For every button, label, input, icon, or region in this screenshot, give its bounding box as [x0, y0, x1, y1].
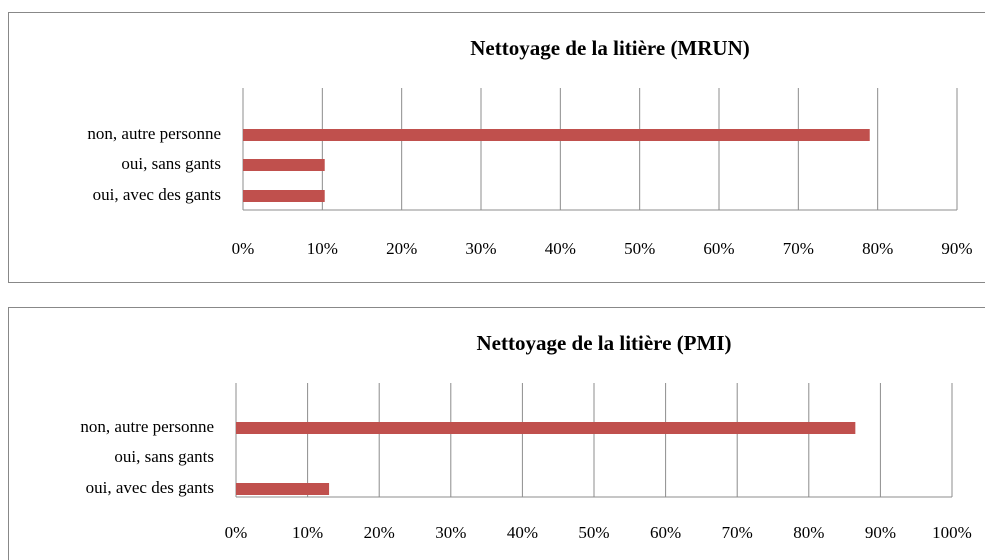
bar — [243, 159, 325, 171]
y-tick-label: non, autre personne — [87, 124, 221, 143]
x-tick-label: 30% — [435, 523, 466, 542]
x-tick-label: 0% — [225, 523, 248, 542]
y-tick-label: oui, avec des gants — [93, 185, 221, 204]
x-tick-label: 90% — [941, 239, 972, 258]
y-tick-label: oui, sans gants — [121, 154, 221, 173]
chart-frame — [8, 12, 985, 283]
x-tick-label: 40% — [507, 523, 538, 542]
bar — [243, 129, 870, 141]
x-tick-label: 10% — [292, 523, 323, 542]
x-tick-label: 80% — [862, 239, 893, 258]
x-tick-label: 40% — [545, 239, 576, 258]
y-tick-label: non, autre personne — [80, 417, 214, 436]
x-tick-label: 0% — [232, 239, 255, 258]
y-tick-label: oui, sans gants — [114, 447, 214, 466]
bar — [243, 190, 325, 202]
bar — [236, 422, 856, 434]
x-tick-label: 70% — [783, 239, 814, 258]
x-tick-label: 10% — [307, 239, 338, 258]
x-tick-label: 50% — [624, 239, 655, 258]
x-tick-label: 20% — [364, 523, 395, 542]
x-tick-label: 60% — [703, 239, 734, 258]
x-tick-label: 20% — [386, 239, 417, 258]
chart-title: Nettoyage de la litière (PMI) — [476, 331, 731, 355]
x-tick-label: 70% — [722, 523, 753, 542]
x-tick-label: 100% — [932, 523, 972, 542]
x-tick-label: 60% — [650, 523, 681, 542]
x-tick-label: 30% — [465, 239, 496, 258]
x-tick-label: 50% — [578, 523, 609, 542]
x-tick-label: 90% — [865, 523, 896, 542]
y-tick-label: oui, avec des gants — [86, 478, 214, 497]
x-tick-label: 80% — [793, 523, 824, 542]
chart-title: Nettoyage de la litière (MRUN) — [470, 36, 750, 60]
bar — [236, 483, 330, 495]
